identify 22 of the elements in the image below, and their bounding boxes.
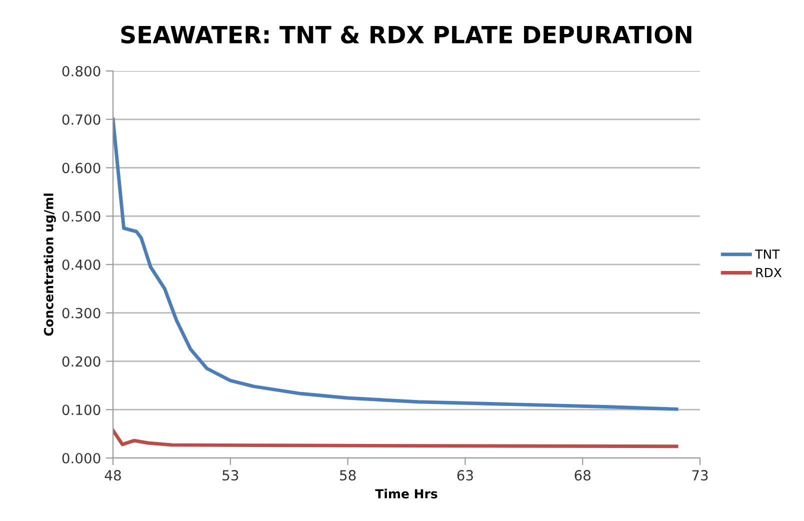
legend-label: RDX	[756, 268, 782, 278]
y-tick-label: 0.100	[62, 404, 100, 416]
x-tick-label: 53	[222, 470, 238, 481]
x-tick-label: 73	[692, 470, 708, 481]
y-tick-label: 0.500	[62, 211, 100, 222]
y-tick-label: 0.700	[62, 114, 100, 125]
y-tick-label: 0.000	[62, 452, 100, 464]
legend-label: TNT	[755, 250, 780, 259]
line-series	[113, 428, 678, 448]
y-tick-label: 0.400	[62, 259, 100, 270]
y-axis-title: Concentration ug/ml	[44, 194, 56, 336]
x-tick-label: 48	[104, 470, 121, 481]
line-series	[113, 118, 678, 411]
y-tick-label: 0.300	[62, 308, 100, 318]
x-axis-title: Time Hrs	[375, 488, 438, 498]
chart-title: SEAWATER: TNT & RDX PLATE DEPURATION	[121, 26, 692, 44]
x-tick-label: 68	[574, 470, 590, 481]
y-tick-label: 0.600	[62, 162, 100, 174]
x-tick-label: 63	[457, 470, 473, 481]
y-tick-label: 0.800	[62, 66, 100, 76]
y-tick-label: 0.200	[62, 356, 100, 367]
x-tick-label: 58	[340, 470, 356, 481]
